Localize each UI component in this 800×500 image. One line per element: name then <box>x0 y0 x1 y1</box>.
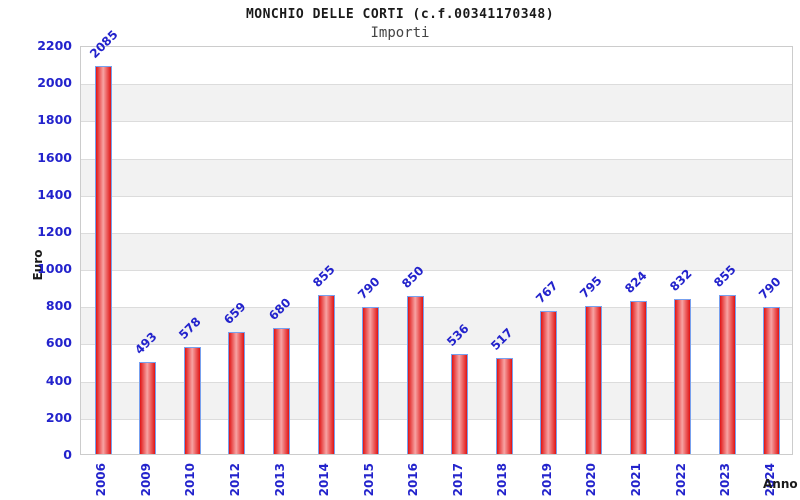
y-tick-label: 1200 <box>37 223 72 239</box>
x-tick-label: 2017 <box>450 463 465 497</box>
bar <box>763 307 781 454</box>
x-tick-label: 2020 <box>584 463 599 497</box>
x-tick-label: 2006 <box>94 463 109 497</box>
bar <box>273 327 291 454</box>
chart-subtitle: Importi <box>370 25 430 41</box>
x-axis-title: Anno <box>763 477 798 491</box>
y-tick-label: 200 <box>45 409 72 425</box>
bar <box>94 66 112 454</box>
background-band <box>81 158 792 196</box>
bar <box>362 307 380 454</box>
x-tick-label: 2014 <box>317 463 332 497</box>
gridline <box>81 270 792 272</box>
bar <box>228 331 246 454</box>
bar <box>629 300 647 454</box>
bar <box>139 362 157 454</box>
bar <box>451 354 469 454</box>
chart-title: MONCHIO DELLE CORTI (c.f.00341170348) <box>245 7 555 22</box>
bar-value-label: 824 <box>622 268 650 296</box>
y-tick-label: 600 <box>45 335 72 351</box>
x-tick-label: 2010 <box>183 463 198 497</box>
bar <box>674 299 692 454</box>
bar <box>540 311 558 454</box>
x-tick-label: 2012 <box>227 463 242 497</box>
x-tick-label: 2015 <box>361 463 376 497</box>
y-tick-label: 800 <box>45 298 72 314</box>
gridline <box>81 195 792 197</box>
bar <box>406 295 424 454</box>
gridline <box>81 307 792 309</box>
plot-area: 2085 493 578 659 680 855 790 850 536 517 767 795 824… <box>80 28 793 455</box>
bar-value-label: 795 <box>577 273 606 302</box>
y-tick-label: 400 <box>45 372 72 388</box>
y-tick-label: 1000 <box>37 261 72 277</box>
gridline <box>81 344 792 346</box>
gridline <box>81 418 792 420</box>
x-tick-label: 2019 <box>539 463 554 497</box>
y-tick-label: 1800 <box>37 112 72 128</box>
bar <box>495 357 513 454</box>
y-tick-label: 0 <box>63 447 72 462</box>
gridline <box>81 121 792 123</box>
background-band <box>81 307 792 345</box>
bar-value-label: 790 <box>755 274 784 303</box>
bar <box>584 306 602 454</box>
y-tick-label: 1600 <box>37 149 72 165</box>
x-tick-label: 2013 <box>272 463 287 497</box>
background-band <box>81 232 792 271</box>
bar <box>317 295 335 454</box>
gridline <box>81 381 792 383</box>
x-tick-label: 2016 <box>406 463 421 497</box>
background-band <box>81 84 792 122</box>
x-tick-label: 2009 <box>138 463 153 497</box>
bar <box>183 346 201 454</box>
bar <box>718 295 736 454</box>
x-tick-label: 2021 <box>629 463 644 497</box>
y-tick-label: 2000 <box>37 75 72 91</box>
bar-value-label: 767 <box>533 278 561 307</box>
gridline <box>81 232 792 234</box>
x-tick-label: 2023 <box>718 463 733 497</box>
y-tick-label: 2200 <box>37 38 72 53</box>
gridline <box>81 158 792 160</box>
x-tick-label: 2022 <box>673 463 688 497</box>
bar-value-label: 790 <box>354 274 383 303</box>
y-tick-label: 1400 <box>37 186 72 202</box>
gridline <box>81 84 792 86</box>
x-tick-label: 2018 <box>495 463 510 497</box>
